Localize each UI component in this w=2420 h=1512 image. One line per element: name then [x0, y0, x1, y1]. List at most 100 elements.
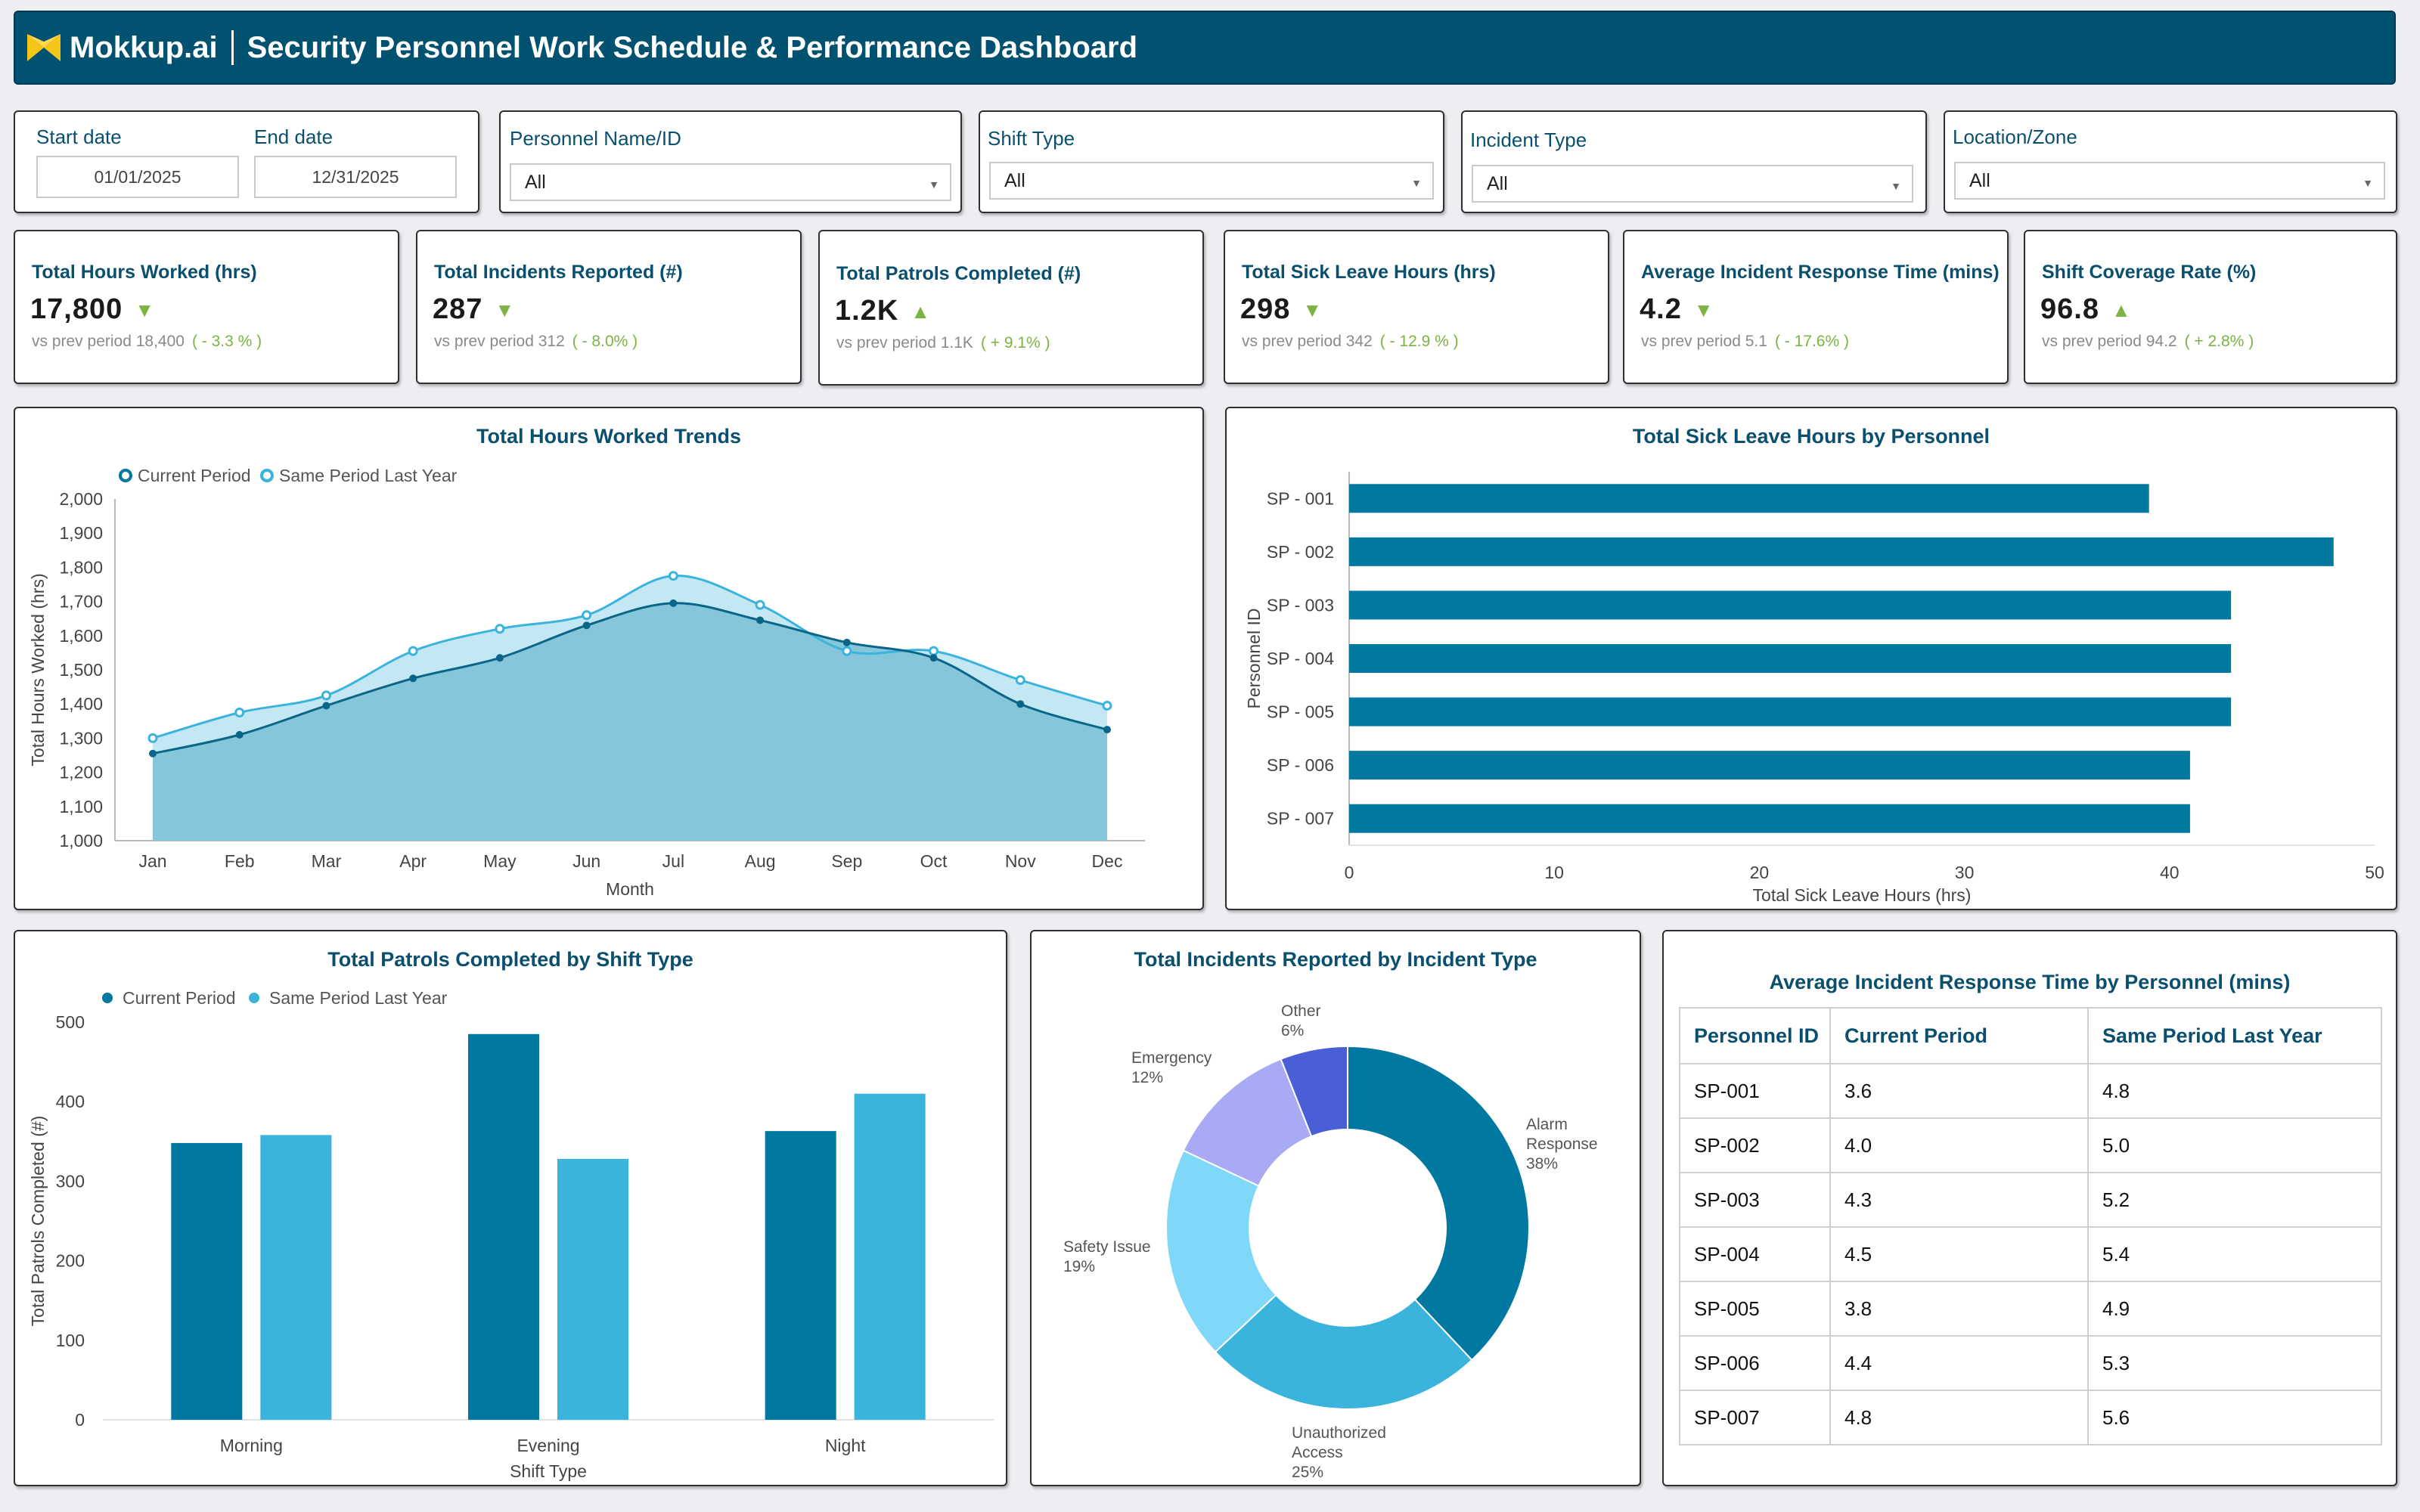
data-point [1016, 700, 1025, 708]
table-cell: 5.6 [2087, 1390, 2382, 1445]
kpi-change: ( - 12.9 % ) [1379, 333, 1459, 350]
brand-name: Mokkup.ai [70, 30, 218, 64]
y-axis-title: Personnel ID [1244, 609, 1264, 709]
bar [468, 1033, 539, 1420]
y-axis-title: Total Hours Worked (hrs) [28, 573, 48, 766]
table-cell: SP-006 [1679, 1335, 1831, 1391]
location-select[interactable]: All ▼ [1954, 162, 2385, 200]
y-tick-label: SP - 004 [1267, 649, 1334, 668]
y-axis-title: Total Patrols Completed (#) [28, 1116, 48, 1327]
kpi-value: 4.2 ▼ [1640, 293, 1714, 326]
y-tick-label: 1,100 [59, 797, 103, 816]
y-tick-label: 1,500 [59, 660, 103, 680]
kpi-change: ( + 9.1% ) [980, 334, 1050, 352]
data-point [147, 733, 158, 743]
end-date-input[interactable]: 12/31/2025 [254, 156, 457, 198]
page-title: Security Personnel Work Schedule & Perfo… [247, 30, 1137, 64]
bar [765, 1131, 836, 1420]
kpi-change: ( - 3.3 % ) [191, 333, 262, 350]
table-row: SP-005 3.8 4.9 [1679, 1281, 2382, 1337]
sick-leave-chart: 0 10 20 30 40 50 SP - 001 SP - 002 SP - 003 SP - … [1244, 472, 2384, 905]
y-tick-label: 200 [56, 1251, 85, 1271]
table-cell: SP-002 [1679, 1117, 1831, 1173]
legend-marker [102, 993, 113, 1003]
y-tick-label: 1,300 [59, 728, 103, 748]
chart-title: Total Incidents Reported by Incident Typ… [1134, 948, 1537, 971]
sick-leave-panel: Total Sick Leave Hours by Personnel 0 10 2… [1225, 407, 2397, 910]
table-row: SP-004 4.5 5.4 [1679, 1226, 2382, 1282]
chevron-down-icon: ▼ [1411, 177, 1422, 189]
y-tick-label: 500 [56, 1012, 85, 1032]
data-point [234, 708, 245, 717]
x-tick-label: Jun [572, 851, 600, 871]
data-point [1102, 700, 1112, 711]
kpi-value-text: 17,800 [30, 293, 123, 325]
x-tick-label: Evening [517, 1436, 579, 1455]
y-tick-label: SP - 002 [1267, 542, 1334, 562]
table-title: Average Incident Response Time by Person… [1769, 971, 2291, 993]
kpi-prev: vs prev period 18,400 [32, 333, 185, 350]
data-point [842, 638, 851, 646]
y-tick-label: 0 [75, 1410, 85, 1430]
data-point [408, 646, 418, 656]
x-tick-label: Aug [745, 851, 776, 871]
slice-label-line: Emergency [1131, 1049, 1212, 1067]
y-tick-label: 300 [56, 1171, 85, 1191]
table-cell: 4.3 [1829, 1172, 2089, 1228]
x-tick-label: Sep [831, 851, 862, 871]
x-tick-label: Night [825, 1436, 866, 1455]
column-header: Personnel ID [1679, 1007, 1831, 1064]
shift-select[interactable]: All ▼ [989, 162, 1434, 200]
bar [1349, 644, 2232, 673]
personnel-select[interactable]: All ▼ [510, 163, 951, 201]
chart-title: Total Hours Worked Trends [476, 425, 742, 448]
x-tick-label: 20 [1750, 863, 1770, 882]
slice-label: Unauthorized Access 25% [1292, 1424, 1386, 1481]
up-arrow-icon: ▲ [911, 300, 932, 324]
table-row: SP-001 3.6 4.8 [1679, 1063, 2382, 1119]
incident-select[interactable]: All ▼ [1472, 165, 1913, 203]
x-tick-label: May [483, 851, 517, 871]
y-tick-label: 1,000 [59, 831, 103, 850]
data-point [149, 749, 157, 758]
y-tick-label: SP - 007 [1267, 809, 1334, 829]
data-point [756, 616, 765, 624]
y-tick-label: SP - 003 [1267, 595, 1334, 615]
end-date-label: End date [254, 125, 334, 148]
slice-label-line: 12% [1131, 1069, 1163, 1086]
chart-title: Total Sick Leave Hours by Personnel [1632, 425, 1990, 448]
table-cell: 5.4 [2087, 1226, 2382, 1282]
x-tick-label: 0 [1345, 863, 1354, 882]
data-point [755, 600, 765, 610]
personnel-filter-label: Personnel Name/ID [510, 127, 681, 150]
legend-label: Current Period [138, 466, 251, 485]
bar [854, 1093, 926, 1420]
slice-label: Alarm Response 38% [1526, 1116, 1598, 1173]
slice-label-line: 19% [1063, 1258, 1095, 1275]
start-date-input[interactable]: 01/01/2025 [36, 156, 239, 198]
x-tick-label: 10 [1544, 863, 1564, 882]
data-point [582, 610, 592, 621]
kpi-value: 287 ▼ [433, 293, 515, 326]
table-cell: 4.5 [1829, 1226, 2089, 1282]
y-tick-label: 1,700 [59, 592, 103, 612]
slice-label: Safety Issue 19% [1063, 1238, 1151, 1275]
table-cell: 5.2 [2087, 1172, 2382, 1228]
slice-label-line: Safety Issue [1063, 1238, 1151, 1256]
header-divider [231, 30, 234, 65]
slice-label-line: Unauthorized [1292, 1424, 1386, 1442]
down-arrow-icon: ▼ [1693, 299, 1714, 322]
bar [1349, 537, 2334, 566]
donut-slice [1280, 1045, 1348, 1138]
y-tick-label: 2,000 [59, 489, 103, 509]
kpi-card-incidents: Total Incidents Reported (#) 287 ▼ vs pre… [416, 230, 802, 384]
personnel-select-value: All [525, 171, 546, 193]
x-tick-label: Morning [220, 1436, 283, 1455]
data-point [495, 624, 505, 634]
kpi-value: 96.8 ▲ [2040, 293, 2132, 326]
kpi-value-text: 287 [433, 293, 483, 325]
y-tick-label: 1,900 [59, 523, 103, 543]
slice-label-line: 6% [1281, 1022, 1304, 1040]
data-point [321, 690, 331, 701]
y-tick-label: SP - 006 [1267, 755, 1334, 775]
